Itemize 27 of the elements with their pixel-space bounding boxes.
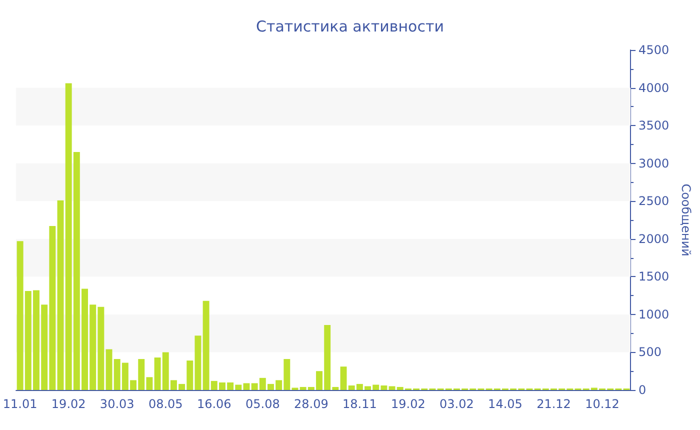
y-tick-label: 4500 xyxy=(638,43,670,57)
y-tick-label: 2500 xyxy=(638,194,670,208)
x-tick-label: 14.05 xyxy=(488,397,522,411)
bar xyxy=(340,366,347,390)
x-tick-label: 03.02 xyxy=(440,397,474,411)
chart-title: Статистика активности xyxy=(256,18,444,36)
bar xyxy=(57,200,64,390)
y-tick-label: 500 xyxy=(638,345,662,360)
x-tick-label: 11.01 xyxy=(2,397,38,411)
x-tick-label: 19.02 xyxy=(391,397,426,411)
x-tick-label: 16.06 xyxy=(196,397,232,411)
x-tick-label: 30.03 xyxy=(100,397,134,411)
y-tick-label: 0 xyxy=(638,383,646,397)
x-tick-label: 05.08 xyxy=(245,397,280,411)
x-tick-label: 18.11 xyxy=(342,397,377,411)
y-tick-label: 3000 xyxy=(638,156,670,170)
x-tick-label: 08.05 xyxy=(148,397,183,411)
y-tick-label: 1500 xyxy=(638,270,670,284)
y-tick-label: 4000 xyxy=(638,80,670,95)
x-tick-label: 19.02 xyxy=(51,397,86,411)
x-tick-label: 10.12 xyxy=(585,397,620,411)
y-tick-label: 3500 xyxy=(638,118,670,133)
x-tick-label: 21.12 xyxy=(536,397,571,411)
y-tick-label: 2000 xyxy=(638,232,670,246)
y-axis-title: Сообщений xyxy=(679,184,693,256)
x-tick-label: 28.09 xyxy=(294,397,328,411)
y-tick-label: 1000 xyxy=(638,307,670,322)
